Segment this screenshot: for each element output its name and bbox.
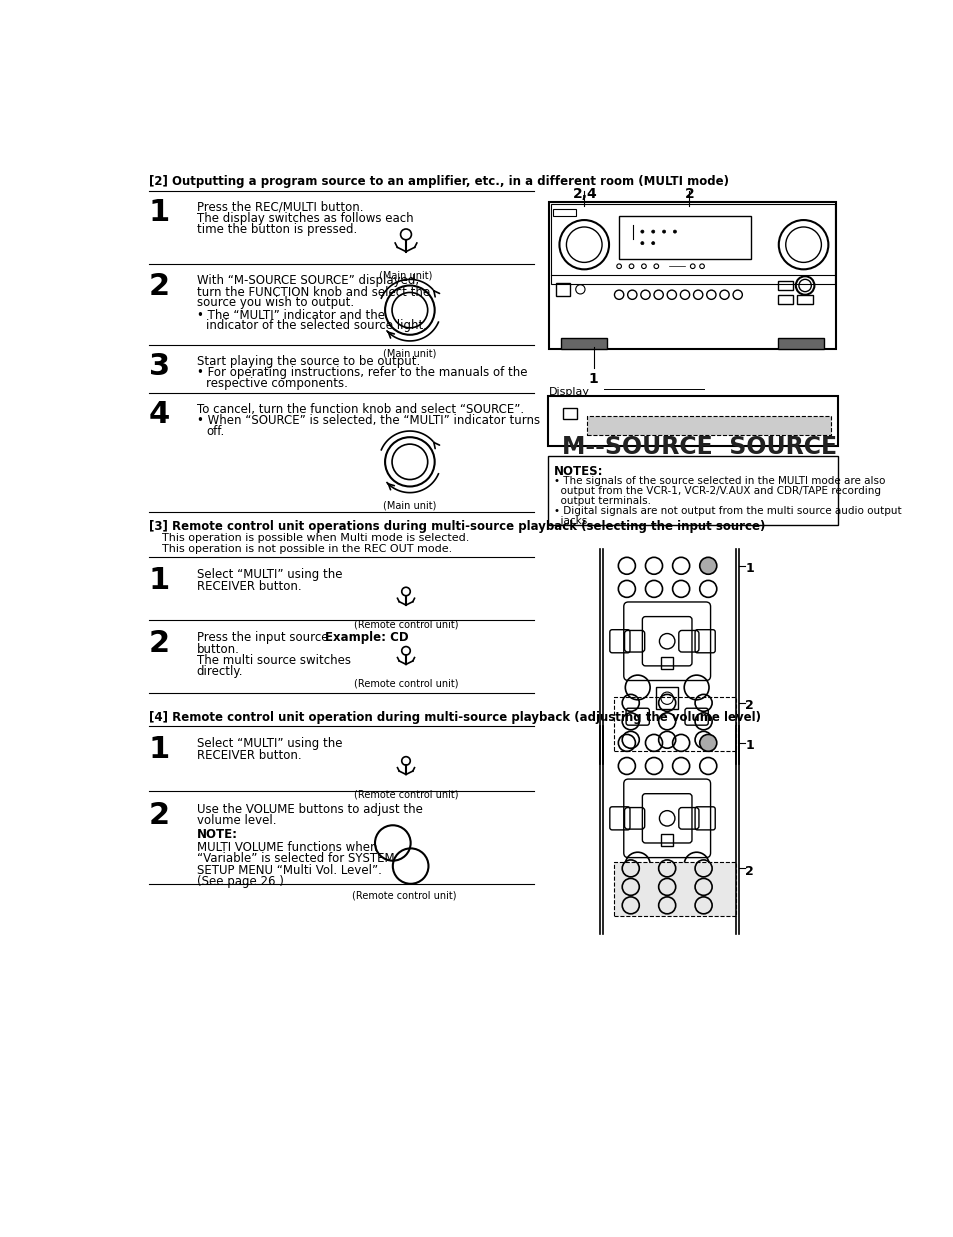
Text: RECEIVER button.: RECEIVER button. — [196, 580, 301, 593]
Text: Start playing the source to be output.: Start playing the source to be output. — [196, 355, 419, 367]
Text: [3] Remote control unit operations during multi-source playback (selecting the i: [3] Remote control unit operations durin… — [149, 520, 764, 533]
Circle shape — [673, 230, 676, 233]
Text: MULTI VOLUME functions when: MULTI VOLUME functions when — [196, 841, 376, 854]
Bar — [550, 204, 834, 285]
Bar — [555, 283, 569, 296]
Circle shape — [651, 230, 654, 233]
Circle shape — [661, 230, 665, 233]
Text: off.: off. — [206, 424, 224, 438]
Circle shape — [640, 230, 643, 233]
Bar — [547, 455, 838, 524]
Circle shape — [699, 735, 716, 751]
Text: (Main unit): (Main unit) — [379, 270, 433, 280]
Text: 1: 1 — [744, 562, 754, 575]
Bar — [547, 396, 838, 447]
Text: • The “MULTI” indicator and the: • The “MULTI” indicator and the — [196, 308, 384, 322]
Bar — [656, 865, 678, 886]
Circle shape — [699, 558, 716, 574]
Text: Select “MULTI” using the: Select “MULTI” using the — [196, 737, 342, 751]
Bar — [656, 688, 678, 709]
Text: (Remote control unit): (Remote control unit) — [354, 679, 457, 689]
Text: 1: 1 — [744, 738, 754, 752]
Bar — [660, 834, 673, 846]
Text: [4] Remote control unit operation during multi-source playback (adjusting the vo: [4] Remote control unit operation during… — [149, 710, 760, 724]
Text: • Digital signals are not output from the multi source audio output: • Digital signals are not output from th… — [554, 506, 901, 516]
Text: Use the VOLUME buttons to adjust the: Use the VOLUME buttons to adjust the — [196, 803, 422, 816]
Text: directly.: directly. — [196, 666, 243, 678]
Bar — [562, 408, 577, 418]
Text: (Main unit): (Main unit) — [383, 349, 436, 359]
Text: SETUP MENU “Multi Vol. Level”.: SETUP MENU “Multi Vol. Level”. — [196, 863, 381, 877]
Text: 2: 2 — [149, 628, 170, 658]
Text: M--SOURCE  SOURCE: M--SOURCE SOURCE — [561, 435, 836, 459]
Text: turn the FUNCTION knob and select the: turn the FUNCTION knob and select the — [196, 286, 430, 298]
Bar — [586, 416, 830, 435]
Text: The display switches as follows each: The display switches as follows each — [196, 213, 413, 225]
Text: This operation is possible when Multi mode is selected.: This operation is possible when Multi mo… — [162, 533, 469, 543]
Text: Example: CD: Example: CD — [324, 631, 408, 644]
Text: 2,4: 2,4 — [572, 187, 597, 200]
Text: volume level.: volume level. — [196, 814, 276, 828]
Bar — [613, 862, 736, 917]
Circle shape — [640, 241, 643, 245]
Text: 2: 2 — [149, 800, 170, 830]
Text: 1: 1 — [587, 372, 598, 386]
Text: Select “MULTI” using the: Select “MULTI” using the — [196, 568, 342, 581]
Text: (Main unit): (Main unit) — [383, 500, 436, 511]
Text: respective components.: respective components. — [206, 377, 348, 390]
Text: To cancel, turn the function knob and select “SOURCE”.: To cancel, turn the function knob and se… — [196, 402, 523, 416]
Text: 2: 2 — [684, 187, 694, 200]
Text: NOTE:: NOTE: — [196, 829, 237, 841]
Bar — [778, 294, 793, 304]
Text: 2: 2 — [149, 272, 170, 301]
Text: This operation is not possible in the REC OUT mode.: This operation is not possible in the RE… — [162, 544, 452, 554]
Text: time the button is pressed.: time the button is pressed. — [196, 223, 356, 236]
Text: 2: 2 — [744, 865, 754, 877]
Text: indicator of the selected source light.: indicator of the selected source light. — [206, 319, 427, 333]
Text: With “M-SOURCE SOURCE” displayed,: With “M-SOURCE SOURCE” displayed, — [196, 273, 418, 287]
Circle shape — [651, 241, 654, 245]
Bar — [660, 657, 673, 669]
Text: Display: Display — [549, 387, 590, 397]
Text: The multi source switches: The multi source switches — [196, 654, 351, 667]
Text: RECEIVER button.: RECEIVER button. — [196, 750, 301, 762]
Text: Press the input source: Press the input source — [196, 631, 328, 644]
Text: Press the REC/MULTI button.: Press the REC/MULTI button. — [196, 200, 363, 214]
Text: (Remote control unit): (Remote control unit) — [352, 891, 456, 901]
Bar — [778, 281, 793, 291]
Text: (Remote control unit): (Remote control unit) — [354, 789, 457, 799]
Text: output from the VCR-1, VCR-2/V.AUX and CDR/TAPE recording: output from the VCR-1, VCR-2/V.AUX and C… — [554, 486, 881, 496]
Text: 3: 3 — [149, 353, 170, 381]
Bar — [613, 696, 736, 751]
Text: 4: 4 — [149, 401, 170, 429]
Text: button.: button. — [196, 643, 239, 656]
Text: • The signals of the source selected in the MULTI mode are also: • The signals of the source selected in … — [554, 476, 884, 486]
Text: • When “SOURCE” is selected, the “MULTI” indicator turns: • When “SOURCE” is selected, the “MULTI”… — [196, 414, 539, 427]
Text: (See page 26.): (See page 26.) — [196, 876, 283, 888]
Bar — [797, 294, 812, 304]
Text: 1: 1 — [149, 198, 170, 228]
Text: NOTES:: NOTES: — [554, 465, 603, 477]
Text: source you wish to output.: source you wish to output. — [196, 297, 354, 309]
Bar — [549, 203, 835, 349]
Text: output terminals.: output terminals. — [554, 496, 650, 506]
Text: 1: 1 — [149, 735, 170, 764]
Bar — [553, 209, 576, 216]
Text: (Remote control unit): (Remote control unit) — [354, 620, 457, 630]
Bar — [560, 338, 607, 349]
Text: jacks.: jacks. — [554, 516, 590, 526]
Bar — [778, 338, 823, 349]
Text: [2] Outputting a program source to an amplifier, etc., in a different room (MULT: [2] Outputting a program source to an am… — [149, 176, 728, 188]
Text: “Variable” is selected for SYSTEM: “Variable” is selected for SYSTEM — [196, 852, 394, 865]
Text: 2: 2 — [744, 699, 754, 713]
Text: • For operating instructions, refer to the manuals of the: • For operating instructions, refer to t… — [196, 366, 527, 380]
Text: 1: 1 — [149, 565, 170, 595]
Bar — [618, 216, 750, 259]
